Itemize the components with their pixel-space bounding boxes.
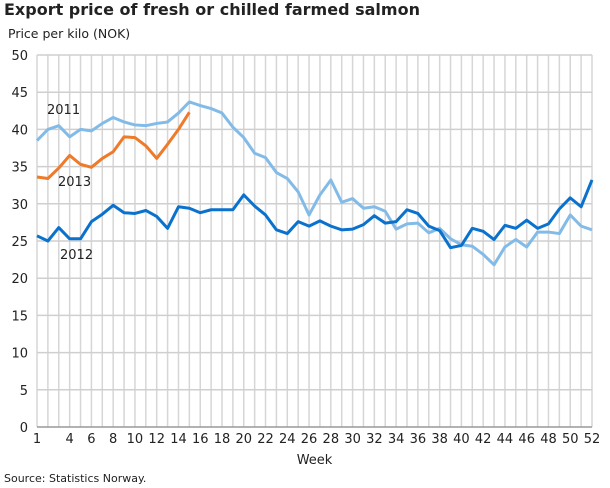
y-tick-label: 30	[11, 198, 28, 213]
x-tick-label: 18	[214, 432, 231, 447]
x-tick-label: 30	[344, 432, 361, 447]
x-tick-label: 50	[562, 432, 579, 447]
y-tick-label: 50	[11, 49, 28, 64]
x-tick-label: 10	[127, 432, 144, 447]
series-line-2012	[36, 179, 594, 250]
y-tick-label: 25	[11, 235, 28, 250]
y-tick-label: 10	[11, 347, 28, 362]
x-tick-label: 26	[301, 432, 318, 447]
x-tick-label: 12	[148, 432, 165, 447]
x-tick-label: 34	[388, 432, 405, 447]
x-tick-label: 22	[257, 432, 274, 447]
y-tick-label: 5	[20, 384, 28, 399]
y-tick-label: 20	[11, 272, 28, 287]
x-tick-label: 6	[87, 432, 95, 447]
x-tick-label: 14	[170, 432, 187, 447]
y-axis-label: Price per kilo (NOK)	[8, 26, 131, 41]
x-tick-label: 42	[475, 432, 492, 447]
source-note: Source: Statistics Norway.	[4, 472, 147, 485]
series-label-2012: 2012	[60, 248, 93, 263]
x-tick-label: 1	[33, 432, 41, 447]
x-tick-label: 36	[410, 432, 427, 447]
x-tick-label: 32	[366, 432, 383, 447]
x-axis-label: Week	[297, 453, 333, 468]
x-tick-label: 28	[323, 432, 340, 447]
x-tick-label: 46	[518, 432, 535, 447]
chart-title: Export price of fresh or chilled farmed …	[4, 0, 420, 19]
x-tick-label: 38	[431, 432, 448, 447]
y-tick-label: 40	[11, 123, 28, 138]
series-line-2011	[35, 100, 593, 267]
x-tick-label: 4	[66, 432, 74, 447]
x-tick-label: 48	[540, 432, 557, 447]
y-tick-label: 15	[11, 309, 28, 324]
x-tick-label: 52	[584, 432, 601, 447]
series-line-2013	[36, 111, 191, 181]
x-tick-label: 40	[453, 432, 470, 447]
y-tick-label: 45	[11, 86, 28, 101]
x-tick-label: 24	[279, 432, 296, 447]
x-tick-label: 44	[497, 432, 514, 447]
y-tick-label: 0	[20, 421, 28, 436]
series-label-2013: 2013	[58, 175, 91, 190]
series-label-2011: 2011	[47, 103, 80, 118]
y-tick-label: 35	[11, 161, 28, 176]
x-tick-label: 20	[235, 432, 252, 447]
x-tick-label: 8	[109, 432, 117, 447]
x-tick-label: 16	[192, 432, 209, 447]
